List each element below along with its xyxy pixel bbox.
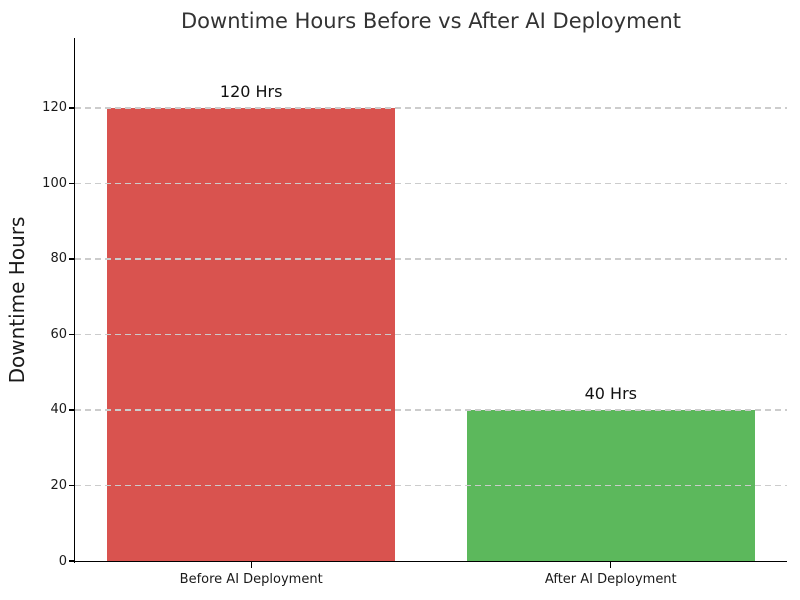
x-axis-spine [73, 560, 787, 563]
y-axis-spine [73, 38, 75, 563]
ytick-mark-80 [69, 258, 75, 260]
ytick-mark-20 [69, 484, 75, 487]
ytick-label-40: 40 [50, 402, 67, 418]
ytick-mark-40 [69, 409, 75, 411]
gridline-y-120 [75, 107, 787, 109]
ytick-label-120: 120 [42, 100, 67, 116]
ytick-mark-100 [69, 182, 75, 185]
xtick-mark-1 [610, 562, 612, 568]
bar-value-label-1: 40 Hrs [584, 383, 637, 403]
xtick-label-1: After AI Deployment [544, 572, 677, 587]
gridline-y-80 [75, 258, 787, 260]
ytick-label-20: 20 [50, 477, 67, 493]
ytick-label-80: 80 [50, 251, 67, 267]
ytick-label-60: 60 [50, 326, 67, 342]
gridline-y-40 [75, 409, 787, 411]
ytick-label-100: 100 [42, 175, 67, 191]
ytick-mark-120 [69, 107, 75, 109]
xtick-label-0: Before AI Deployment [179, 572, 323, 587]
ytick-mark-0 [69, 560, 75, 562]
ytick-label-0: 0 [58, 553, 67, 569]
gridline-y-20 [75, 484, 787, 487]
chart-title: Downtime Hours Before vs After AI Deploy… [181, 9, 681, 33]
bar-value-label-0: 120 Hrs [219, 81, 283, 101]
xtick-mark-0 [250, 562, 252, 568]
ytick-mark-60 [69, 333, 75, 336]
gridline-y-100 [75, 182, 787, 185]
y-axis-label: Downtime Hours [5, 216, 29, 384]
gridline-y-60 [75, 333, 787, 336]
